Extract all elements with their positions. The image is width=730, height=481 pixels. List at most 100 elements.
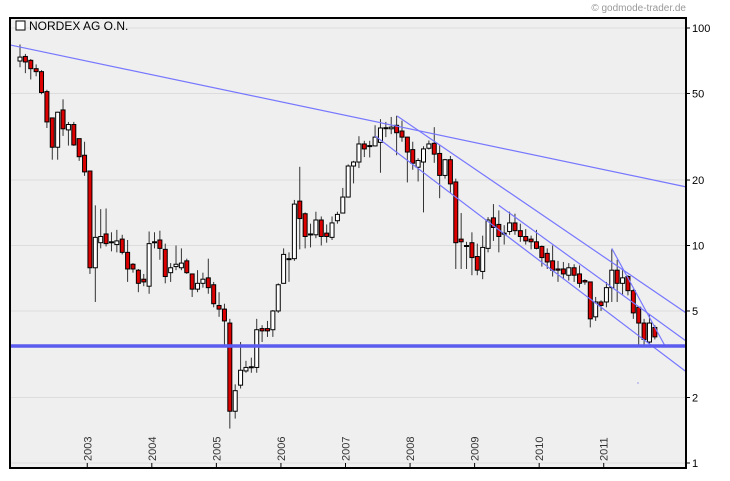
candles <box>17 44 658 429</box>
candle <box>248 357 254 373</box>
candle-body <box>92 236 98 269</box>
x-tick-label: 2010 <box>534 437 546 461</box>
x-tick-label: 2004 <box>147 437 159 461</box>
candle <box>297 166 303 250</box>
x-tick-label: 2006 <box>276 437 288 461</box>
candle-body <box>82 154 88 173</box>
candle <box>55 111 61 160</box>
candle <box>544 248 550 269</box>
candle <box>44 89 50 128</box>
candle <box>216 292 222 317</box>
candle <box>130 263 136 273</box>
y-tick-label: 50 <box>692 88 704 100</box>
candle <box>356 136 362 169</box>
candle-body <box>44 91 50 123</box>
candle <box>141 273 147 287</box>
candle-body <box>22 55 28 63</box>
instrument-title: NORDEX AG O.N. <box>29 19 128 33</box>
candle <box>415 158 421 182</box>
candle-body <box>345 165 351 198</box>
candle-body <box>528 238 534 243</box>
candle <box>485 217 491 253</box>
candle-body <box>211 284 217 305</box>
candle-body <box>356 143 362 163</box>
candle-body <box>291 203 297 260</box>
candle <box>318 216 324 246</box>
candle <box>577 265 583 288</box>
candle <box>114 229 120 253</box>
candle-body <box>490 217 496 228</box>
candle <box>108 232 114 252</box>
candle <box>431 127 437 163</box>
candle <box>39 70 45 95</box>
candle-body <box>114 240 120 246</box>
candle-body <box>39 71 45 94</box>
candle-body <box>248 366 254 369</box>
candle-body <box>566 267 572 276</box>
candle <box>275 283 281 313</box>
candle <box>377 119 383 173</box>
candle <box>507 211 513 235</box>
candle <box>571 264 577 282</box>
candle <box>334 211 340 224</box>
candle-body <box>33 68 39 73</box>
candle <box>135 268 141 293</box>
candle <box>603 281 609 308</box>
y-tick-label: 20 <box>692 175 704 187</box>
candle <box>146 231 152 294</box>
candle-body <box>544 252 550 263</box>
candle-body <box>189 273 195 290</box>
y-tick-label: 5 <box>692 306 698 318</box>
candle <box>60 99 66 136</box>
candle <box>238 342 244 389</box>
candle-body <box>372 136 378 147</box>
candle-body <box>361 143 367 150</box>
candle-body <box>598 301 604 306</box>
candle-body <box>593 301 599 318</box>
candle-body <box>119 238 125 253</box>
legend-square-icon <box>15 20 26 31</box>
candle-body <box>76 138 82 158</box>
candle-body <box>447 159 453 185</box>
candle <box>447 155 453 194</box>
candle-body <box>512 222 518 232</box>
candle <box>28 59 34 80</box>
candle-body <box>421 148 426 163</box>
trendline-long-term-resistance <box>9 44 687 188</box>
candle <box>189 273 195 297</box>
candle <box>324 224 330 243</box>
candle <box>119 234 125 255</box>
candle-body <box>178 262 184 269</box>
trendline-channel-lower <box>374 135 687 373</box>
candle-body <box>205 277 211 289</box>
candle <box>345 164 351 198</box>
candle-body <box>560 268 566 275</box>
x-tick-label: 2011 <box>599 437 611 461</box>
candle-body <box>302 213 308 237</box>
candle-body <box>329 222 335 238</box>
candle-body <box>410 149 416 164</box>
candle <box>340 187 346 214</box>
candle-body <box>383 127 389 130</box>
candle <box>555 260 561 282</box>
y-axis: 100 50 20 10 5 2 1 <box>686 23 710 470</box>
candle <box>103 208 109 247</box>
candle-body <box>426 143 432 149</box>
candle <box>399 120 405 142</box>
candle-body <box>130 263 136 270</box>
candle <box>33 64 39 77</box>
candle <box>92 205 98 302</box>
y-tick-label: 100 <box>692 23 710 35</box>
candle <box>157 230 163 260</box>
trendline-channel-upper <box>396 115 687 314</box>
candle <box>227 318 233 429</box>
candle-body <box>216 304 222 310</box>
x-tick-label: 2003 <box>82 437 94 461</box>
candle-body <box>533 241 539 249</box>
candle-body <box>458 238 464 243</box>
candle-body <box>173 263 179 268</box>
candle <box>329 216 335 240</box>
candle <box>646 314 652 348</box>
candle-body <box>437 152 443 176</box>
candle-body <box>146 243 152 287</box>
